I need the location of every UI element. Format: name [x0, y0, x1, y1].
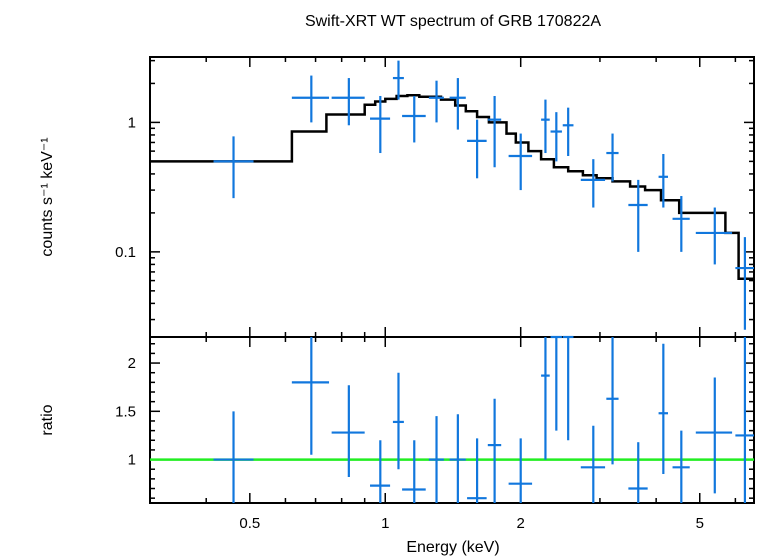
data-point: [606, 133, 619, 182]
chart-title: Swift-XRT WT spectrum of GRB 170822A: [305, 13, 601, 30]
y-tick-label: 2: [128, 355, 136, 372]
top-y-axis-label: counts s⁻¹ keV⁻¹: [39, 137, 56, 256]
data-point: [735, 237, 754, 330]
data-point: [735, 337, 754, 503]
data-point: [672, 430, 690, 503]
y-tick-label: 1.5: [115, 403, 136, 420]
data-point: [487, 398, 502, 503]
data-point: [213, 136, 254, 199]
data-point: [541, 337, 550, 460]
x-tick-labels: 0.5 1 2 5: [239, 515, 704, 532]
bottom-panel-ticks: [149, 337, 754, 503]
bottom-y-tick-labels: 11.52: [115, 355, 136, 469]
data-point: [550, 112, 562, 162]
x-tick-label: 1: [381, 515, 389, 532]
bottom-panel: 11.52 0.5 1 2 5 ratio Energy (keV): [39, 335, 755, 556]
data-point: [562, 107, 574, 157]
top-panel: 0.11 counts s⁻¹ keV⁻¹: [39, 56, 755, 338]
data-point: [672, 196, 690, 252]
data-point: [449, 78, 466, 130]
data-point: [213, 411, 254, 503]
data-point: [331, 385, 365, 477]
x-tick-label: 5: [696, 515, 704, 532]
data-point: [291, 337, 330, 455]
x-tick-label: 2: [517, 515, 525, 532]
data-point: [331, 78, 365, 126]
data-point: [402, 440, 426, 503]
data-point: [467, 119, 487, 179]
data-point: [428, 80, 444, 123]
data-point: [392, 372, 404, 470]
data-point: [695, 207, 733, 265]
data-point: [628, 179, 648, 252]
top-y-tick-labels: 0.11: [115, 114, 136, 260]
data-point: [402, 95, 426, 143]
y-tick-label: 1: [128, 452, 136, 469]
spectrum-data-points: [213, 60, 754, 330]
data-point: [580, 159, 606, 208]
data-point: [467, 438, 487, 503]
data-point: [580, 425, 606, 503]
data-point: [370, 440, 391, 503]
data-point: [562, 335, 574, 441]
data-point: [487, 95, 502, 168]
data-point: [541, 99, 550, 154]
data-point: [550, 335, 562, 431]
data-point: [428, 416, 444, 503]
model-step-curve: [150, 94, 754, 280]
bottom-y-axis-label: ratio: [39, 404, 56, 435]
data-point: [370, 95, 391, 154]
data-point: [658, 343, 668, 475]
data-point: [658, 154, 668, 208]
data-point: [449, 414, 466, 503]
ratio-data-points: [213, 335, 754, 503]
x-axis-label: Energy (keV): [406, 539, 499, 556]
x-tick-label: 0.5: [239, 515, 260, 532]
data-point: [628, 442, 648, 503]
data-point: [392, 60, 404, 100]
y-tick-label: 1: [128, 114, 136, 131]
data-point: [606, 337, 619, 465]
bottom-panel-frame: [149, 336, 755, 504]
data-point: [508, 133, 533, 191]
data-point: [291, 75, 330, 123]
data-point: [695, 377, 733, 494]
model-step-path: [150, 94, 754, 280]
y-tick-label: 0.1: [115, 244, 136, 261]
data-point: [508, 438, 533, 503]
